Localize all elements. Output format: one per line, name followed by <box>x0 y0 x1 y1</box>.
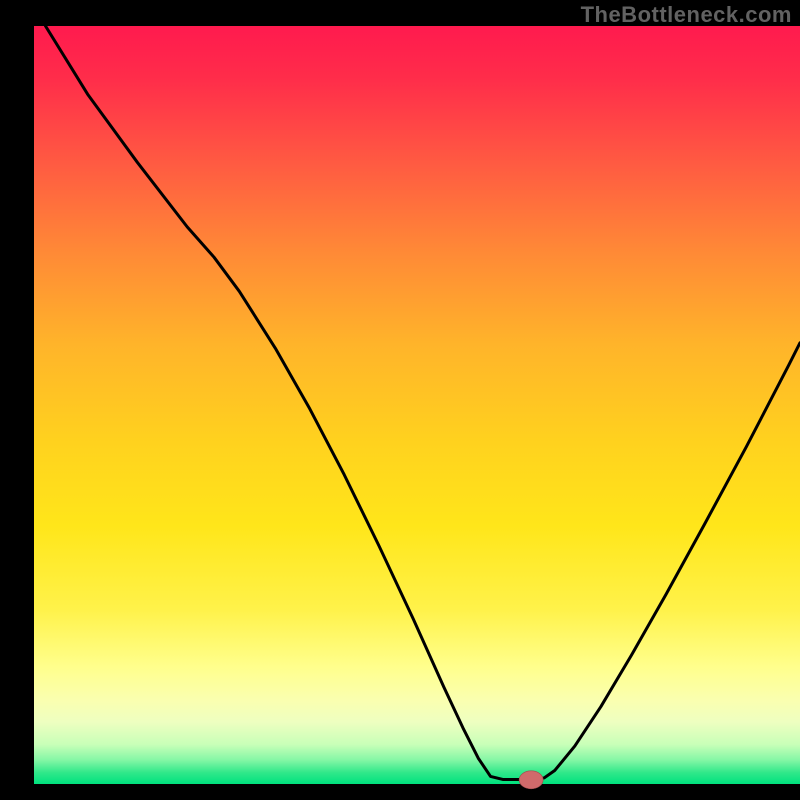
chart-container: TheBottleneck.com <box>0 0 800 800</box>
bottleneck-chart-svg <box>0 0 800 800</box>
current-hardware-marker <box>519 771 543 789</box>
watermark-text: TheBottleneck.com <box>581 2 792 28</box>
gradient-background <box>34 26 800 784</box>
